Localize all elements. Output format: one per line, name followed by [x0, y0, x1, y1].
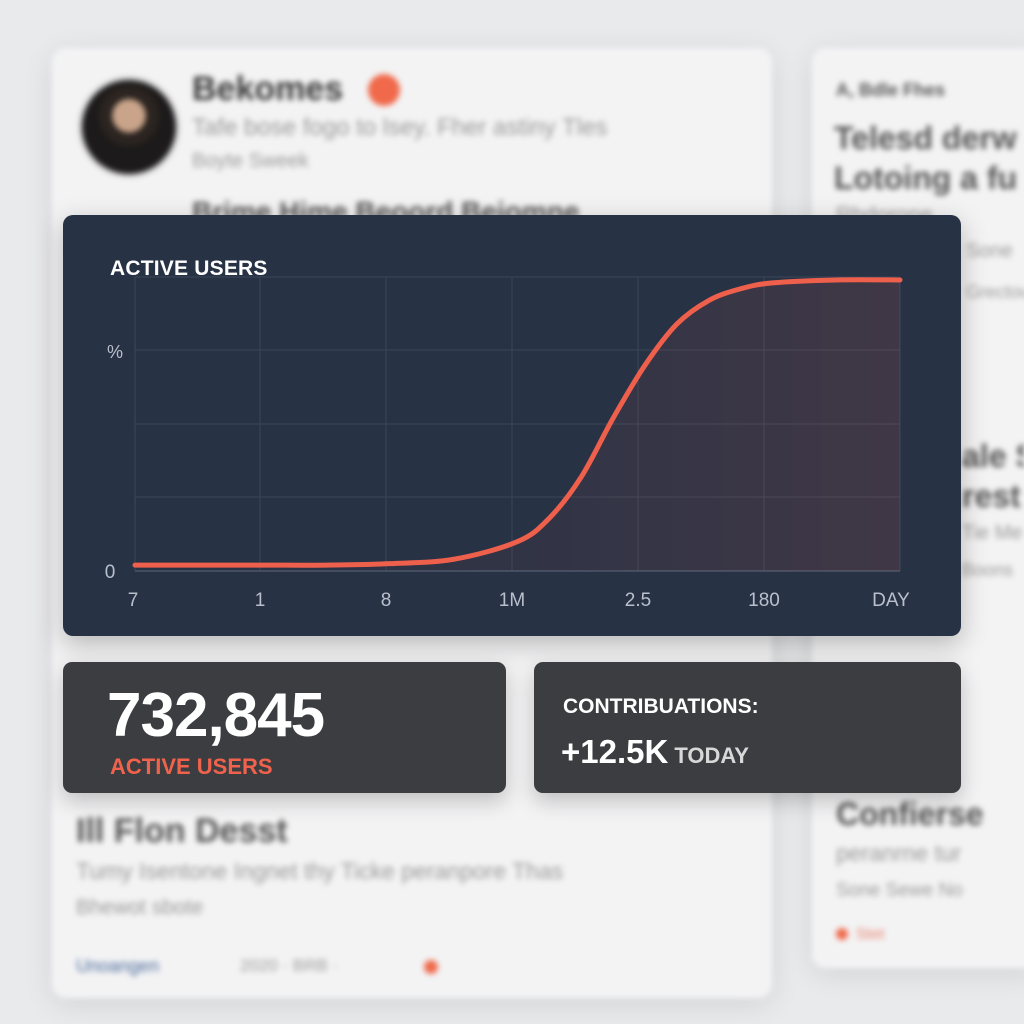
x-tick-label: DAY — [872, 590, 910, 611]
right-bottom-line-1: peranrne tur — [836, 840, 962, 866]
active-users-count: 732,845 — [107, 681, 325, 750]
right-small-label: A, Bdle Fhes — [836, 80, 946, 100]
series-area — [135, 279, 900, 571]
right-line-2: Sone — [966, 240, 1013, 262]
profile-subtitle: Tafe bose fogo to lsey. Fher astiny Tles — [192, 114, 608, 141]
contributions-value: +12.5K — [561, 733, 669, 770]
contributions-suffix: TODAY — [674, 743, 749, 768]
right-line-3: Grectow — [966, 282, 1024, 302]
right-line-5: Boons — [962, 560, 1014, 580]
x-tick-label: 8 — [381, 590, 392, 611]
x-tick-label: 180 — [748, 590, 780, 611]
bottom-link[interactable]: Unoangen — [76, 956, 160, 976]
active-users-chart: 7 1 8 1M 2.5 180 DAY% 0 — [105, 276, 910, 611]
x-tick-label: 7 — [128, 590, 139, 611]
series-line — [132, 277, 903, 568]
contributions-stat-card[interactable]: CONTRIBUATIONS: +12.5K TODAY — [534, 662, 961, 793]
active-users-stat-card[interactable]: 732,845 ACTIVE USERS — [63, 662, 506, 793]
avatar[interactable] — [78, 76, 180, 178]
right-bottom-heading[interactable]: Confierse — [836, 796, 984, 832]
right-heading-1[interactable]: Telesd derw — [834, 120, 1017, 156]
y-axis-label: % — [107, 342, 123, 362]
right-heading-4: rest — [962, 478, 1021, 514]
chart-title: ACTIVE USERS — [110, 257, 268, 280]
x-tick-label: 1 — [255, 590, 266, 611]
tag-dot-icon — [836, 928, 848, 940]
bottom-meta: 2020 · BRB · — [240, 956, 339, 975]
bottom-heading[interactable]: Ill Flon Desst — [76, 812, 288, 850]
right-line-4: Tie Me — [962, 522, 1023, 544]
right-heading-3: ale S — [962, 438, 1024, 474]
profile-meta: Boyte Sweek — [192, 150, 309, 172]
bottom-line-1: Tumy Isentone Ingnet thy Ticke peranpore… — [76, 858, 564, 884]
contributions-value-row: +12.5K TODAY — [561, 733, 749, 771]
active-users-caption: ACTIVE USERS — [110, 754, 273, 779]
bottom-line-2: Bhewot sbote — [76, 896, 204, 919]
x-tick-label: 1M — [499, 590, 525, 611]
contributions-label: CONTRIBUATIONS: — [563, 695, 759, 718]
right-heading-2[interactable]: Lotoing a fu — [834, 160, 1018, 196]
right-bottom-line-2: Sone Sewe No — [836, 880, 963, 901]
like-icon[interactable] — [424, 960, 438, 974]
notification-badge-icon — [368, 74, 400, 106]
y-tick-label: 0 — [105, 562, 116, 583]
right-bottom-tag[interactable]: Stet — [856, 926, 885, 943]
active-users-chart-card: ACTIVE USERS 7 1 8 1M 2.5 180 DAY% 0 — [63, 215, 961, 636]
profile-name[interactable]: Bekomes — [192, 70, 344, 108]
x-tick-label: 2.5 — [625, 590, 651, 611]
